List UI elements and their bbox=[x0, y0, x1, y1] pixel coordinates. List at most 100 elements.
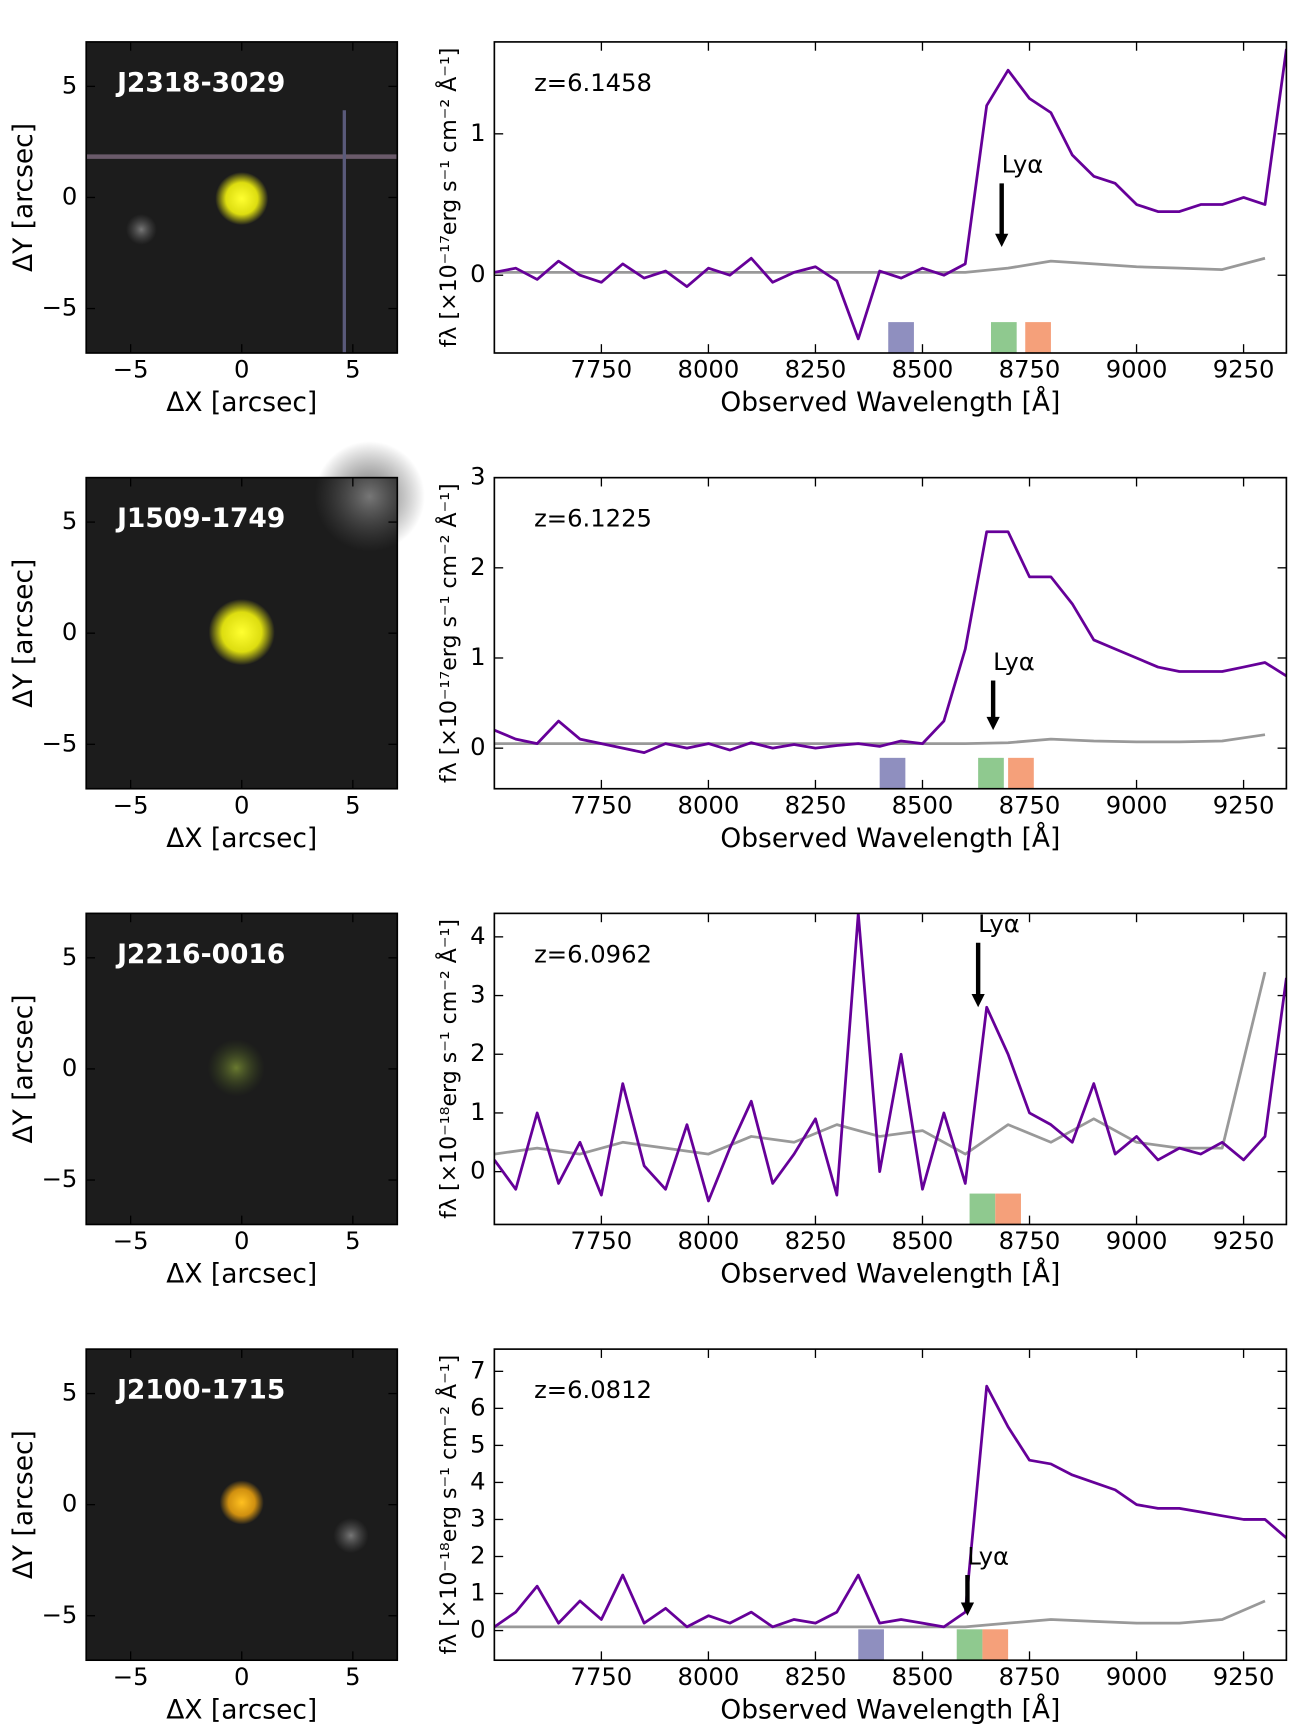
x-tick-label: 8250 bbox=[785, 1226, 847, 1255]
source bbox=[219, 1480, 264, 1525]
object-name: J2100-1715 bbox=[115, 1375, 285, 1406]
y-tick-label: 0 bbox=[470, 1156, 485, 1185]
x-tick-label: 5 bbox=[345, 790, 360, 819]
y-tick-label: −5 bbox=[42, 293, 78, 322]
y-tick-label: 5 bbox=[62, 942, 77, 971]
filter-band bbox=[982, 1629, 1009, 1661]
y-tick-label: 0 bbox=[62, 181, 77, 210]
y-tick-label: 3 bbox=[470, 462, 485, 491]
y-axis-label: fλ [×10⁻¹⁷erg s⁻¹ cm⁻² Å⁻¹] bbox=[435, 48, 462, 348]
x-tick-label: 8500 bbox=[892, 355, 954, 384]
x-tick-label: −5 bbox=[113, 1662, 149, 1691]
spectrum-line bbox=[494, 530, 1287, 755]
y-axis-label: ΔY [arcsec] bbox=[8, 1430, 39, 1579]
x-tick-label: 8250 bbox=[785, 1662, 847, 1691]
spectrum-line bbox=[494, 733, 1266, 745]
axes-frame bbox=[493, 1348, 1288, 1662]
spectrum-line bbox=[494, 1384, 1287, 1629]
filter-band bbox=[879, 757, 906, 789]
redshift-label: z=6.1225 bbox=[534, 504, 652, 533]
x-tick-label: 9250 bbox=[1213, 355, 1275, 384]
x-tick-label: 5 bbox=[345, 1226, 360, 1255]
y-tick-label: 4 bbox=[470, 921, 485, 950]
x-tick-label: 8750 bbox=[999, 1662, 1061, 1691]
y-tick-label: 7 bbox=[470, 1355, 485, 1384]
filter-band bbox=[956, 1629, 983, 1661]
cutouts bbox=[86, 41, 425, 1661]
x-tick-label: 8500 bbox=[892, 1662, 954, 1691]
x-tick-label: 0 bbox=[234, 790, 249, 819]
spectrum-line bbox=[494, 913, 1287, 1203]
object-name: J2318-3029 bbox=[115, 67, 285, 98]
source bbox=[208, 598, 275, 666]
redshift-label: z=6.1458 bbox=[534, 68, 652, 97]
x-axis-label: Observed Wavelength [Å] bbox=[720, 822, 1060, 854]
annotation: Lyα bbox=[993, 647, 1035, 676]
arrow-head bbox=[971, 994, 985, 1008]
y-tick-label: 1 bbox=[470, 1578, 485, 1607]
y-tick-label: 0 bbox=[470, 259, 485, 288]
y-tick-label: 1 bbox=[470, 1097, 485, 1126]
object-name: J2216-0016 bbox=[115, 939, 285, 970]
object-name: J1509-1749 bbox=[115, 503, 285, 534]
y-tick-label: −5 bbox=[42, 728, 78, 757]
y-axis-label: fλ [×10⁻¹⁷erg s⁻¹ cm⁻² Å⁻¹] bbox=[435, 483, 462, 783]
arrow-head bbox=[986, 716, 1000, 731]
y-tick-label: 1 bbox=[470, 642, 485, 671]
axes-frame bbox=[493, 476, 1288, 790]
x-tick-label: 8250 bbox=[785, 355, 847, 384]
source bbox=[314, 441, 425, 552]
x-tick-label: 0 bbox=[234, 1226, 249, 1255]
x-tick-label: 9250 bbox=[1213, 1662, 1275, 1691]
y-tick-label: 2 bbox=[470, 552, 485, 581]
spectrum-line bbox=[494, 1599, 1266, 1629]
y-tick-label: 0 bbox=[470, 732, 485, 761]
x-tick-label: 8750 bbox=[999, 790, 1061, 819]
y-tick-label: −5 bbox=[42, 1164, 78, 1193]
spectrum-line bbox=[494, 48, 1287, 341]
axes-frame bbox=[493, 912, 1288, 1226]
x-tick-label: 8750 bbox=[999, 1226, 1061, 1255]
x-tick-label: 9000 bbox=[1106, 355, 1168, 384]
x-axis-label: Observed Wavelength [Å] bbox=[720, 1258, 1060, 1290]
x-tick-label: −5 bbox=[113, 1226, 149, 1255]
x-tick-label: 9250 bbox=[1213, 790, 1275, 819]
y-tick-label: −5 bbox=[42, 1600, 78, 1629]
x-tick-label: 8750 bbox=[999, 355, 1061, 384]
x-axis-label: Observed Wavelength [Å] bbox=[720, 1693, 1060, 1725]
x-tick-label: 9000 bbox=[1106, 1662, 1168, 1691]
x-axis-label: ΔX [arcsec] bbox=[166, 823, 317, 854]
filter-band bbox=[858, 1629, 884, 1661]
y-tick-label: 0 bbox=[62, 617, 77, 646]
arrow-head bbox=[995, 233, 1009, 247]
x-tick-label: 8500 bbox=[892, 1226, 954, 1255]
x-tick-label: 8000 bbox=[678, 1226, 740, 1255]
spectrum-line bbox=[494, 971, 1267, 1156]
source bbox=[215, 172, 269, 226]
source bbox=[207, 1039, 265, 1097]
x-tick-label: −5 bbox=[113, 355, 149, 384]
filter-band bbox=[1025, 322, 1051, 353]
y-tick-label: 5 bbox=[62, 70, 77, 99]
y-tick-label: 3 bbox=[470, 1503, 485, 1532]
y-axis-label: ΔY [arcsec] bbox=[8, 123, 39, 272]
x-tick-label: 9000 bbox=[1106, 1226, 1168, 1255]
axes-frame bbox=[493, 41, 1288, 354]
x-tick-label: 8250 bbox=[785, 790, 847, 819]
y-tick-label: 2 bbox=[470, 1038, 485, 1067]
x-tick-label: 7750 bbox=[571, 1226, 633, 1255]
y-tick-label: 5 bbox=[470, 1429, 485, 1458]
y-tick-label: 5 bbox=[62, 1378, 77, 1407]
annotation: Lyα bbox=[1002, 150, 1044, 179]
x-tick-label: 8000 bbox=[678, 1662, 740, 1691]
x-tick-label: 7750 bbox=[571, 355, 633, 384]
filter-band bbox=[990, 322, 1017, 353]
y-axis-label: ΔY [arcsec] bbox=[8, 994, 39, 1143]
x-tick-label: 8000 bbox=[678, 355, 740, 384]
filter-band bbox=[888, 322, 914, 353]
filter-band bbox=[1008, 757, 1034, 789]
redshift-label: z=6.0962 bbox=[534, 939, 652, 968]
y-tick-label: 4 bbox=[470, 1466, 485, 1495]
y-tick-label: 2 bbox=[470, 1541, 485, 1570]
x-tick-label: 7750 bbox=[571, 790, 633, 819]
